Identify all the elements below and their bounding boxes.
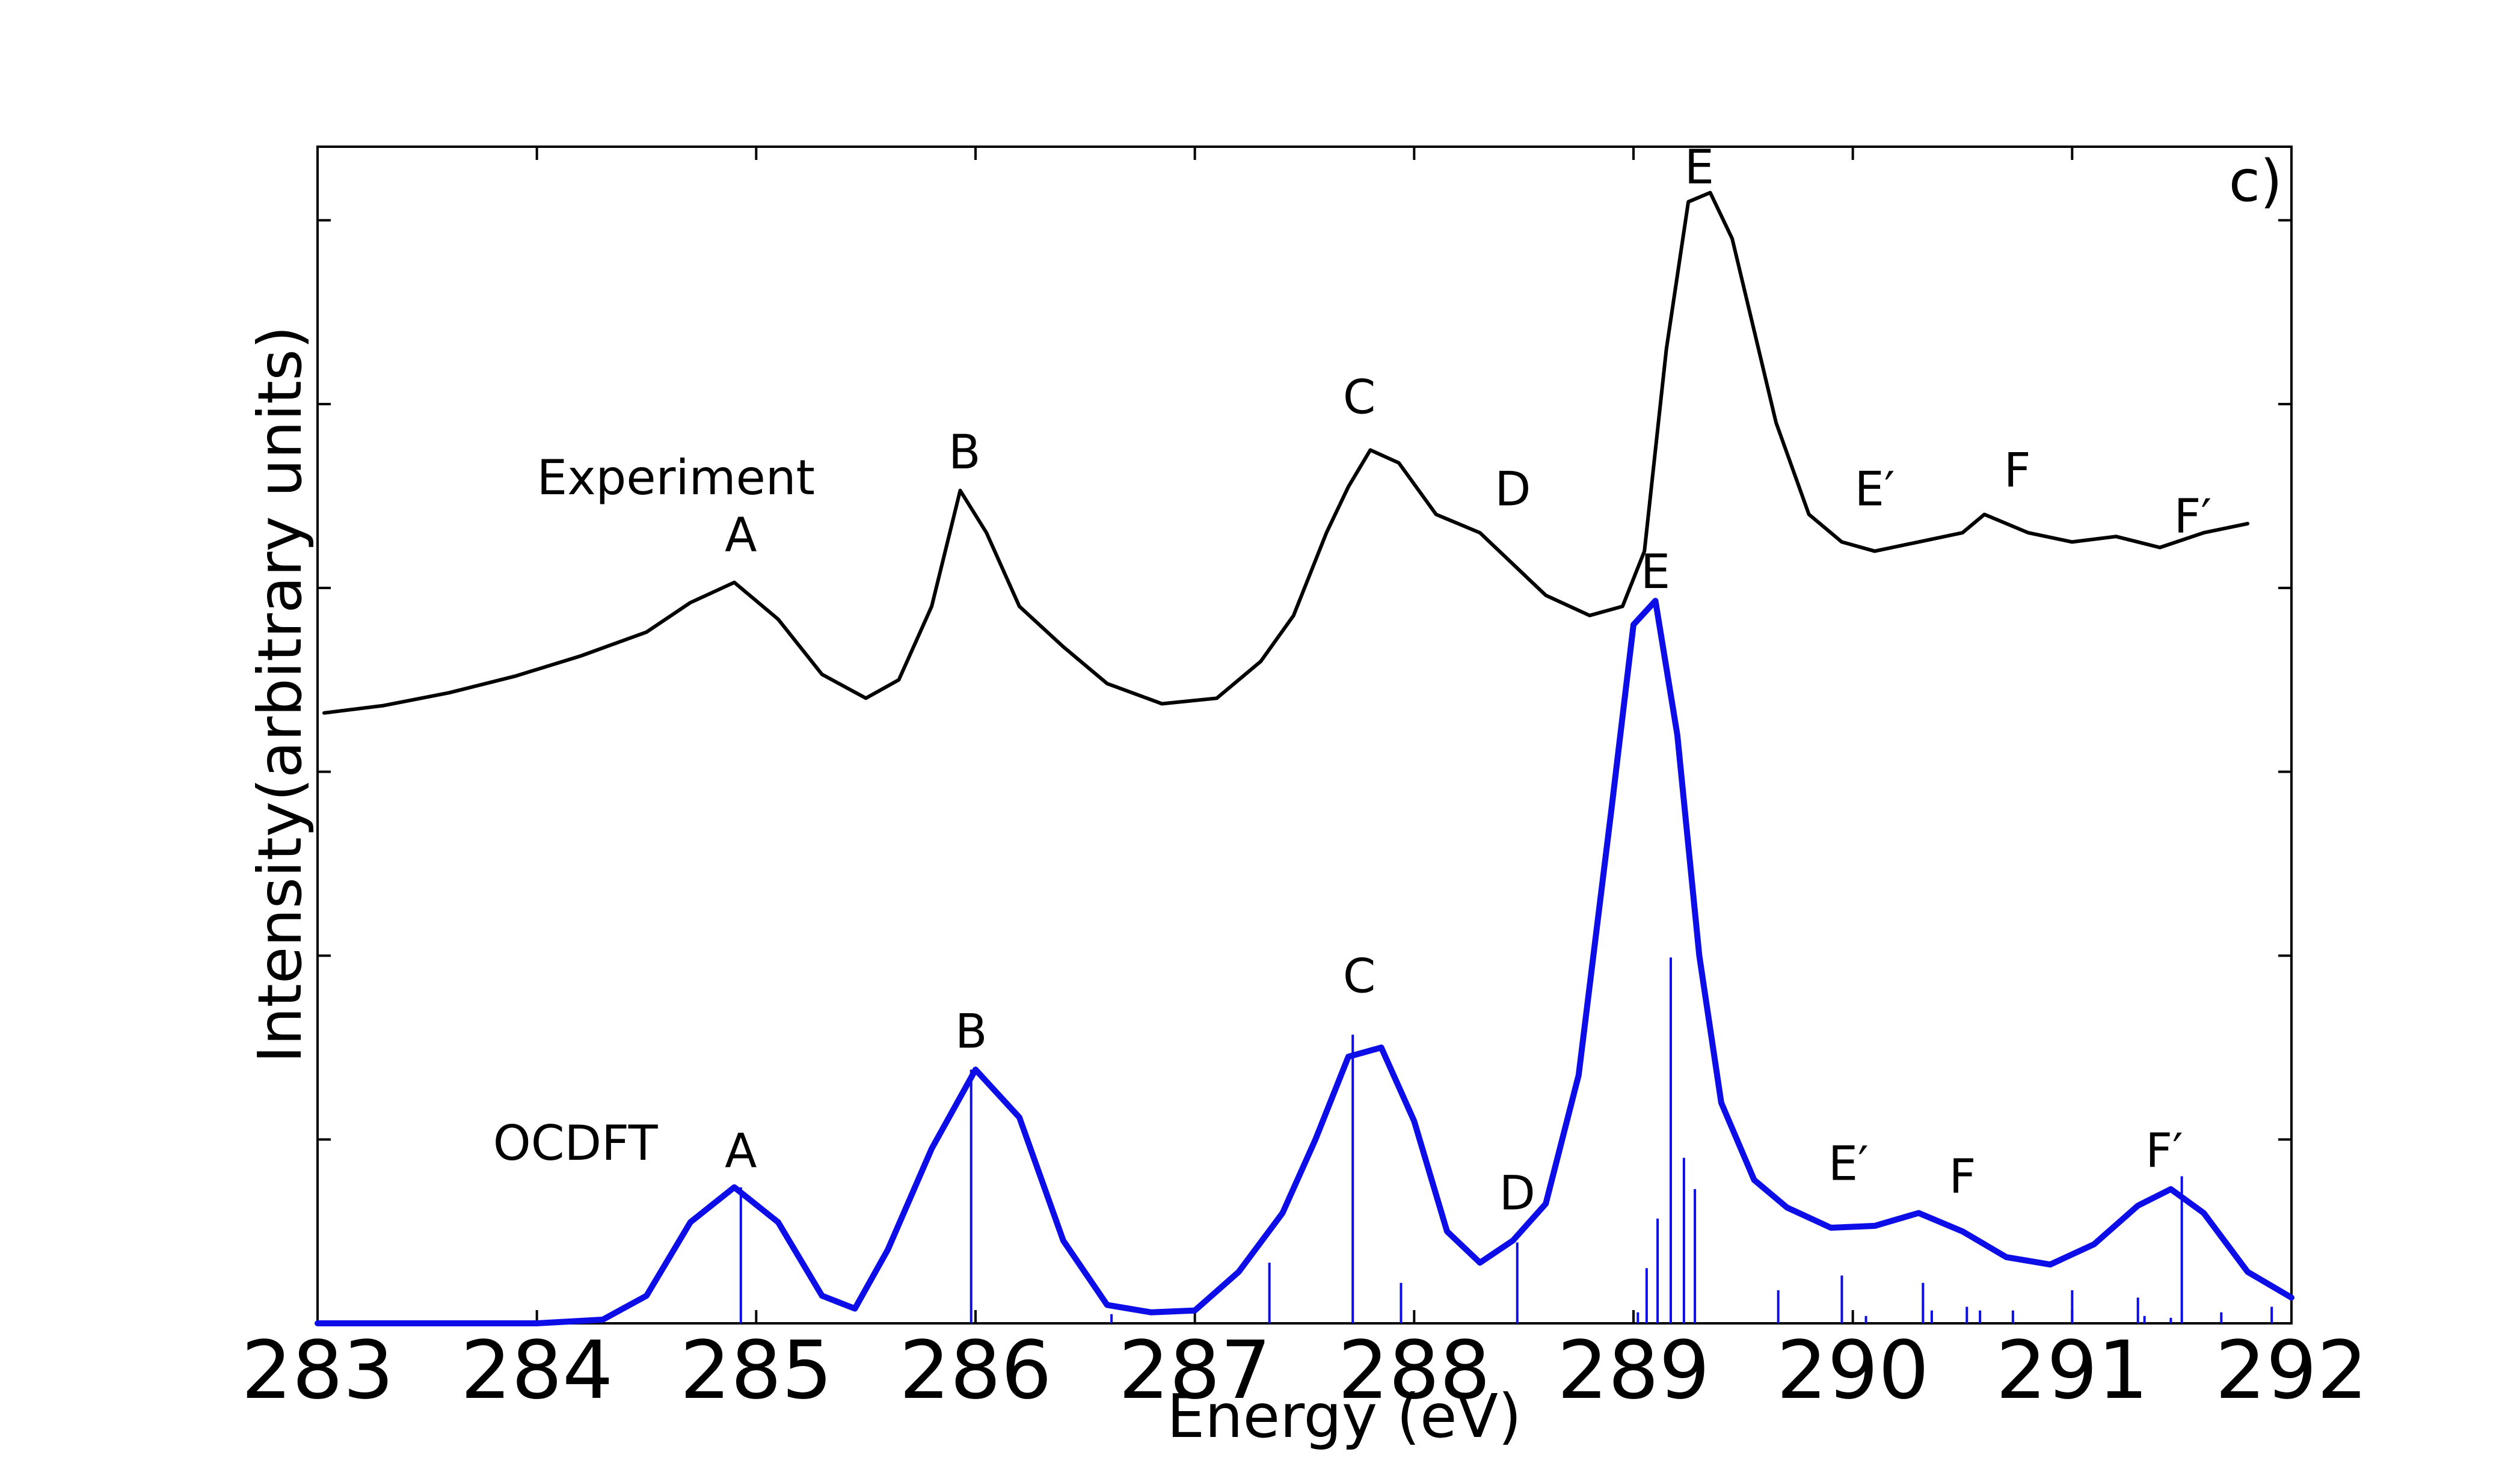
x-tick-label: 285	[680, 1325, 832, 1417]
x-axis-title: Energy (eV)	[1167, 1381, 1522, 1451]
panel-label: c)	[2229, 149, 2282, 215]
series-line-ocdft	[315, 598, 2294, 1326]
series-label-experiment: Experiment	[537, 450, 815, 506]
peak-label: E	[1685, 141, 1714, 195]
peak-label: B	[955, 1005, 988, 1059]
peak-label: C	[1343, 950, 1375, 1004]
x-tick-label: 288	[1338, 1325, 1490, 1417]
y-axis-title: Intensity(arbitrary units)	[245, 326, 315, 1063]
x-tick-label: 286	[899, 1325, 1052, 1417]
peak-label: F′	[2174, 490, 2212, 544]
peak-label: B	[948, 426, 981, 480]
series-labels: Experiment OCDFT	[493, 450, 815, 1171]
peak-label: F′	[2145, 1124, 2183, 1178]
x-tick-label: 290	[1777, 1325, 1929, 1417]
stick-spectrum	[739, 957, 2273, 1323]
x-tick-label: 287	[1119, 1325, 1271, 1417]
peak-label: D	[1495, 462, 1531, 516]
x-axis-ticks: 283 284 285 286 287 288 289 290 291 292	[241, 147, 2368, 1417]
series-label-ocdft: OCDFT	[493, 1115, 659, 1171]
peak-label: C	[1343, 370, 1375, 424]
peak-label: A	[725, 1124, 757, 1178]
peak-label: D	[1499, 1166, 1535, 1221]
x-tick-label: 283	[241, 1325, 394, 1417]
x-tick-label: 284	[461, 1325, 613, 1417]
series-lines	[315, 191, 2294, 1326]
peak-label: E′	[1855, 462, 1895, 516]
y-axis-ticks	[318, 219, 2291, 1141]
peak-label: E	[1641, 545, 1670, 599]
peak-label: F	[1949, 1150, 1976, 1204]
peak-label: E′	[1828, 1137, 1869, 1191]
x-tick-label: 292	[2215, 1325, 2368, 1417]
x-tick-label: 289	[1557, 1325, 1710, 1417]
series-line-experiment	[322, 191, 2250, 715]
peak-label: A	[725, 509, 757, 563]
x-tick-label: 291	[1996, 1325, 2148, 1417]
plot-frame	[316, 145, 2293, 1325]
peak-labels: A B C D E E′ F F′ A B C D E E′ F F′	[725, 141, 2211, 1221]
peak-label: F	[2004, 444, 2031, 498]
